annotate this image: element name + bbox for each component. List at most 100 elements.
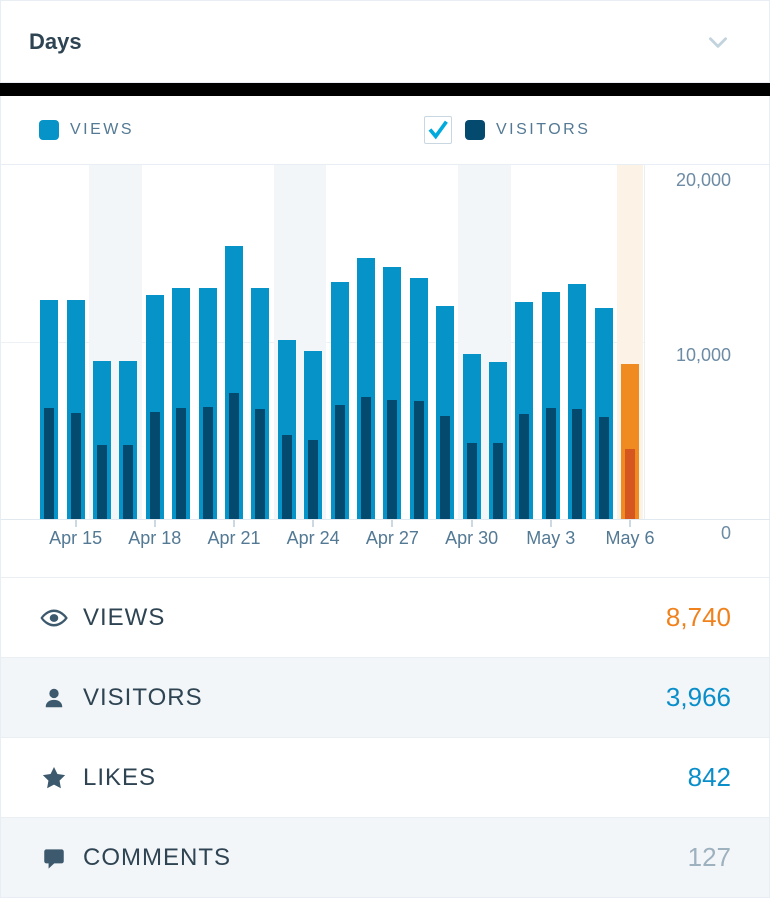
period-selector[interactable]: Days	[0, 0, 770, 83]
legend-visitors-label: VISITORS	[496, 121, 591, 138]
visitors-bar[interactable]	[255, 409, 266, 519]
summary-row-visitors[interactable]: VISITORS 3,966	[1, 657, 769, 737]
x-tick	[153, 520, 156, 527]
x-tick	[629, 520, 631, 527]
summary-label-views: VIEWS	[83, 603, 166, 631]
visitors-bar[interactable]	[123, 445, 134, 519]
visitors-bar[interactable]	[572, 409, 583, 519]
summary-label-comments: COMMENTS	[83, 843, 231, 871]
chart-bar-apr-16[interactable]	[88, 165, 116, 519]
chart-bar-apr-15[interactable]	[62, 165, 88, 519]
summary-value-comments: 127	[687, 842, 731, 872]
x-tick	[233, 520, 235, 527]
x-axis-label: Apr 21	[207, 528, 261, 548]
x-axis-label: Apr 15	[49, 528, 103, 548]
visitors-bar[interactable]	[492, 443, 503, 519]
chart-bar-apr-22[interactable]	[247, 165, 273, 519]
chart-bar-apr-27[interactable]	[379, 165, 405, 519]
visitors-bar[interactable]	[624, 449, 635, 519]
visitors-bar[interactable]	[413, 401, 424, 519]
y-axis-label: 0	[720, 523, 731, 543]
visitors-swatch-icon	[465, 120, 485, 140]
chart-bar-may-6[interactable]	[616, 165, 644, 519]
legend-visitors[interactable]: VISITORS	[424, 96, 590, 164]
comment-icon	[39, 843, 69, 873]
bar-chart: Apr 15 Apr 18 Apr 21 Apr 24 Apr 27 Apr 30 May …	[1, 164, 770, 578]
visitors-bar[interactable]	[96, 445, 107, 519]
chart-bar-apr-20[interactable]	[194, 165, 220, 519]
summary-list: VIEWS 8,740 VISITORS 3,966 LIKES	[1, 577, 769, 897]
chart-bar-may-3[interactable]	[538, 165, 564, 519]
visitors-checkbox[interactable]	[424, 116, 452, 144]
page-title: Days	[29, 28, 82, 54]
chart-bar-apr-19[interactable]	[168, 165, 194, 519]
visitors-bar[interactable]	[202, 407, 213, 519]
chart-bar-apr-24[interactable]	[300, 165, 327, 519]
x-axis-label: Apr 24	[286, 528, 340, 548]
summary-value-visitors: 3,966	[665, 682, 731, 712]
x-tick	[312, 520, 315, 527]
chart-bar-may-5[interactable]	[590, 165, 616, 519]
summary-label-visitors: VISITORS	[83, 683, 203, 711]
visitors-bar[interactable]	[360, 397, 371, 519]
y-axis-label: 20,000	[675, 170, 731, 190]
visitors-bar[interactable]	[308, 440, 319, 519]
legend-views: VIEWS	[39, 96, 134, 164]
x-axis-label: May 6	[605, 528, 655, 548]
x-axis: Apr 15 Apr 18 Apr 21 Apr 24 Apr 27 Apr 30 May …	[1, 519, 770, 578]
x-axis-label: Apr 27	[365, 528, 419, 548]
summary-value-views: 8,740	[665, 602, 731, 632]
visitors-bar[interactable]	[228, 393, 239, 519]
x-tick	[74, 520, 77, 527]
visitors-bar[interactable]	[598, 417, 609, 519]
chart-bar-apr-25[interactable]	[326, 165, 352, 519]
stats-module: VIEWS VISITORS Apr 15 Apr 18 Apr 21 Apr 24 A…	[0, 96, 770, 898]
chevron-down-icon	[709, 36, 727, 48]
summary-value-likes: 842	[687, 762, 731, 792]
visitors-bar[interactable]	[519, 414, 530, 519]
visitors-bar[interactable]	[176, 408, 187, 519]
summary-row-comments[interactable]: COMMENTS 127	[1, 817, 769, 897]
chart-bar-apr-26[interactable]	[353, 165, 379, 519]
legend-views-label: VIEWS	[70, 121, 135, 138]
visitors-bar[interactable]	[466, 443, 477, 519]
x-tick	[549, 520, 552, 527]
person-icon	[39, 683, 69, 713]
star-icon	[39, 763, 69, 793]
chart-bar-apr-30[interactable]	[458, 165, 485, 519]
checkmark-icon	[428, 120, 448, 140]
chart-bar-may-2[interactable]	[511, 165, 537, 519]
chart-bar-apr-28[interactable]	[406, 165, 432, 519]
visitors-bar[interactable]	[44, 408, 55, 519]
x-axis-label: Apr 18	[128, 528, 182, 548]
summary-row-likes[interactable]: LIKES 842	[1, 737, 769, 817]
visitors-bar[interactable]	[149, 412, 160, 519]
summary-label-likes: LIKES	[83, 763, 157, 791]
chart-bar-apr-21[interactable]	[221, 165, 247, 519]
summary-row-views[interactable]: VIEWS 8,740	[1, 577, 769, 657]
visitors-bar[interactable]	[440, 416, 451, 519]
visitors-bar[interactable]	[334, 405, 345, 519]
chart-bar-apr-23[interactable]	[273, 165, 300, 519]
chart-plot	[1, 165, 645, 519]
x-axis-label: May 3	[526, 528, 576, 548]
chart-bar-apr-14[interactable]	[36, 165, 62, 519]
visitors-bar[interactable]	[387, 400, 398, 519]
x-tick	[391, 520, 394, 527]
chart-bar-apr-17[interactable]	[115, 165, 142, 519]
chart-bar-apr-29[interactable]	[432, 165, 458, 519]
visitors-bar[interactable]	[545, 408, 556, 519]
x-tick	[470, 520, 473, 527]
eye-icon	[39, 603, 69, 633]
chart-legend: VIEWS VISITORS	[1, 96, 769, 164]
chart-bar-may-4[interactable]	[564, 165, 590, 519]
views-swatch-icon	[39, 120, 59, 140]
visitors-bar[interactable]	[281, 435, 292, 519]
chart-bar-may-1[interactable]	[484, 165, 512, 519]
x-axis-label: Apr 30	[445, 528, 499, 548]
visitors-bar[interactable]	[70, 413, 81, 519]
divider-bar	[0, 83, 770, 96]
chart-bar-apr-18[interactable]	[142, 165, 168, 519]
y-axis-label: 10,000	[675, 345, 731, 365]
